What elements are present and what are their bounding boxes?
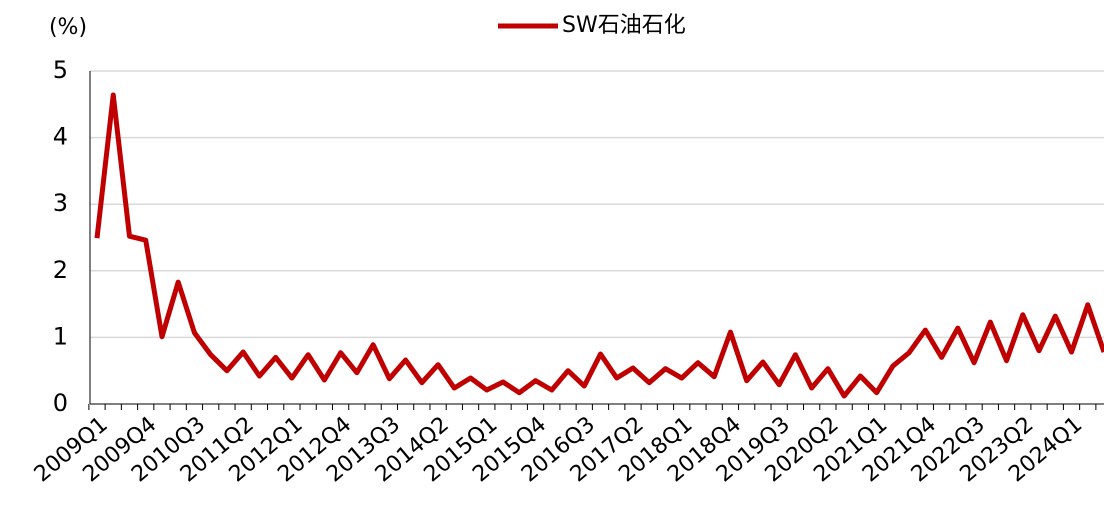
y-tick-label: 5: [53, 56, 68, 84]
y-tick-label: 2: [53, 256, 68, 284]
line: [94, 92, 1104, 399]
y-tick-label: 1: [53, 322, 68, 350]
legend-label: SW石油石化: [562, 13, 686, 38]
y-tick-label: 4: [53, 123, 68, 151]
y-axis-label: (%): [49, 15, 87, 40]
y-tick-label: 3: [53, 189, 68, 217]
y-tick-label: 0: [53, 389, 68, 417]
